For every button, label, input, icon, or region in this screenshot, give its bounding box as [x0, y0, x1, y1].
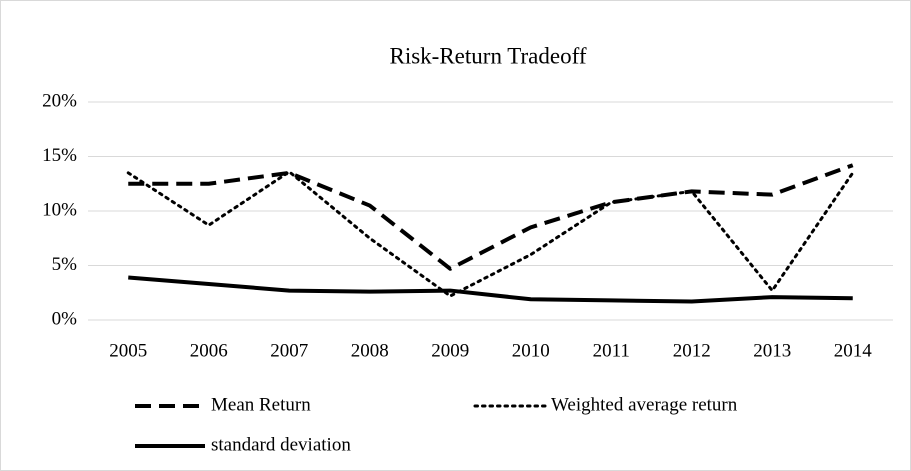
y-tick-label: 0% — [52, 308, 78, 329]
x-tick-label: 2013 — [753, 340, 791, 361]
legend-label: Weighted average return — [551, 394, 738, 415]
x-tick-label: 2014 — [834, 340, 873, 361]
x-tick-label: 2006 — [190, 340, 228, 361]
y-tick-label: 5% — [52, 254, 78, 275]
x-tick-label: 2011 — [593, 340, 630, 361]
data-line — [128, 275, 853, 304]
chart-title: Risk-Return Tradeoff — [390, 43, 587, 68]
legend-label: standard deviation — [211, 434, 351, 455]
x-tick-label: 2009 — [431, 340, 469, 361]
x-tick-label: 2005 — [109, 340, 147, 361]
x-tick-label: 2007 — [270, 340, 308, 361]
x-tick-label: 2012 — [673, 340, 711, 361]
legend-label: Mean Return — [211, 394, 311, 415]
y-tick-label: 15% — [42, 145, 77, 166]
x-tick-label: 2008 — [351, 340, 389, 361]
y-tick-label: 20% — [42, 90, 77, 111]
x-tick-label: 2010 — [512, 340, 550, 361]
data-line — [128, 163, 854, 271]
data-line — [126, 170, 855, 298]
y-tick-label: 10% — [42, 199, 77, 220]
